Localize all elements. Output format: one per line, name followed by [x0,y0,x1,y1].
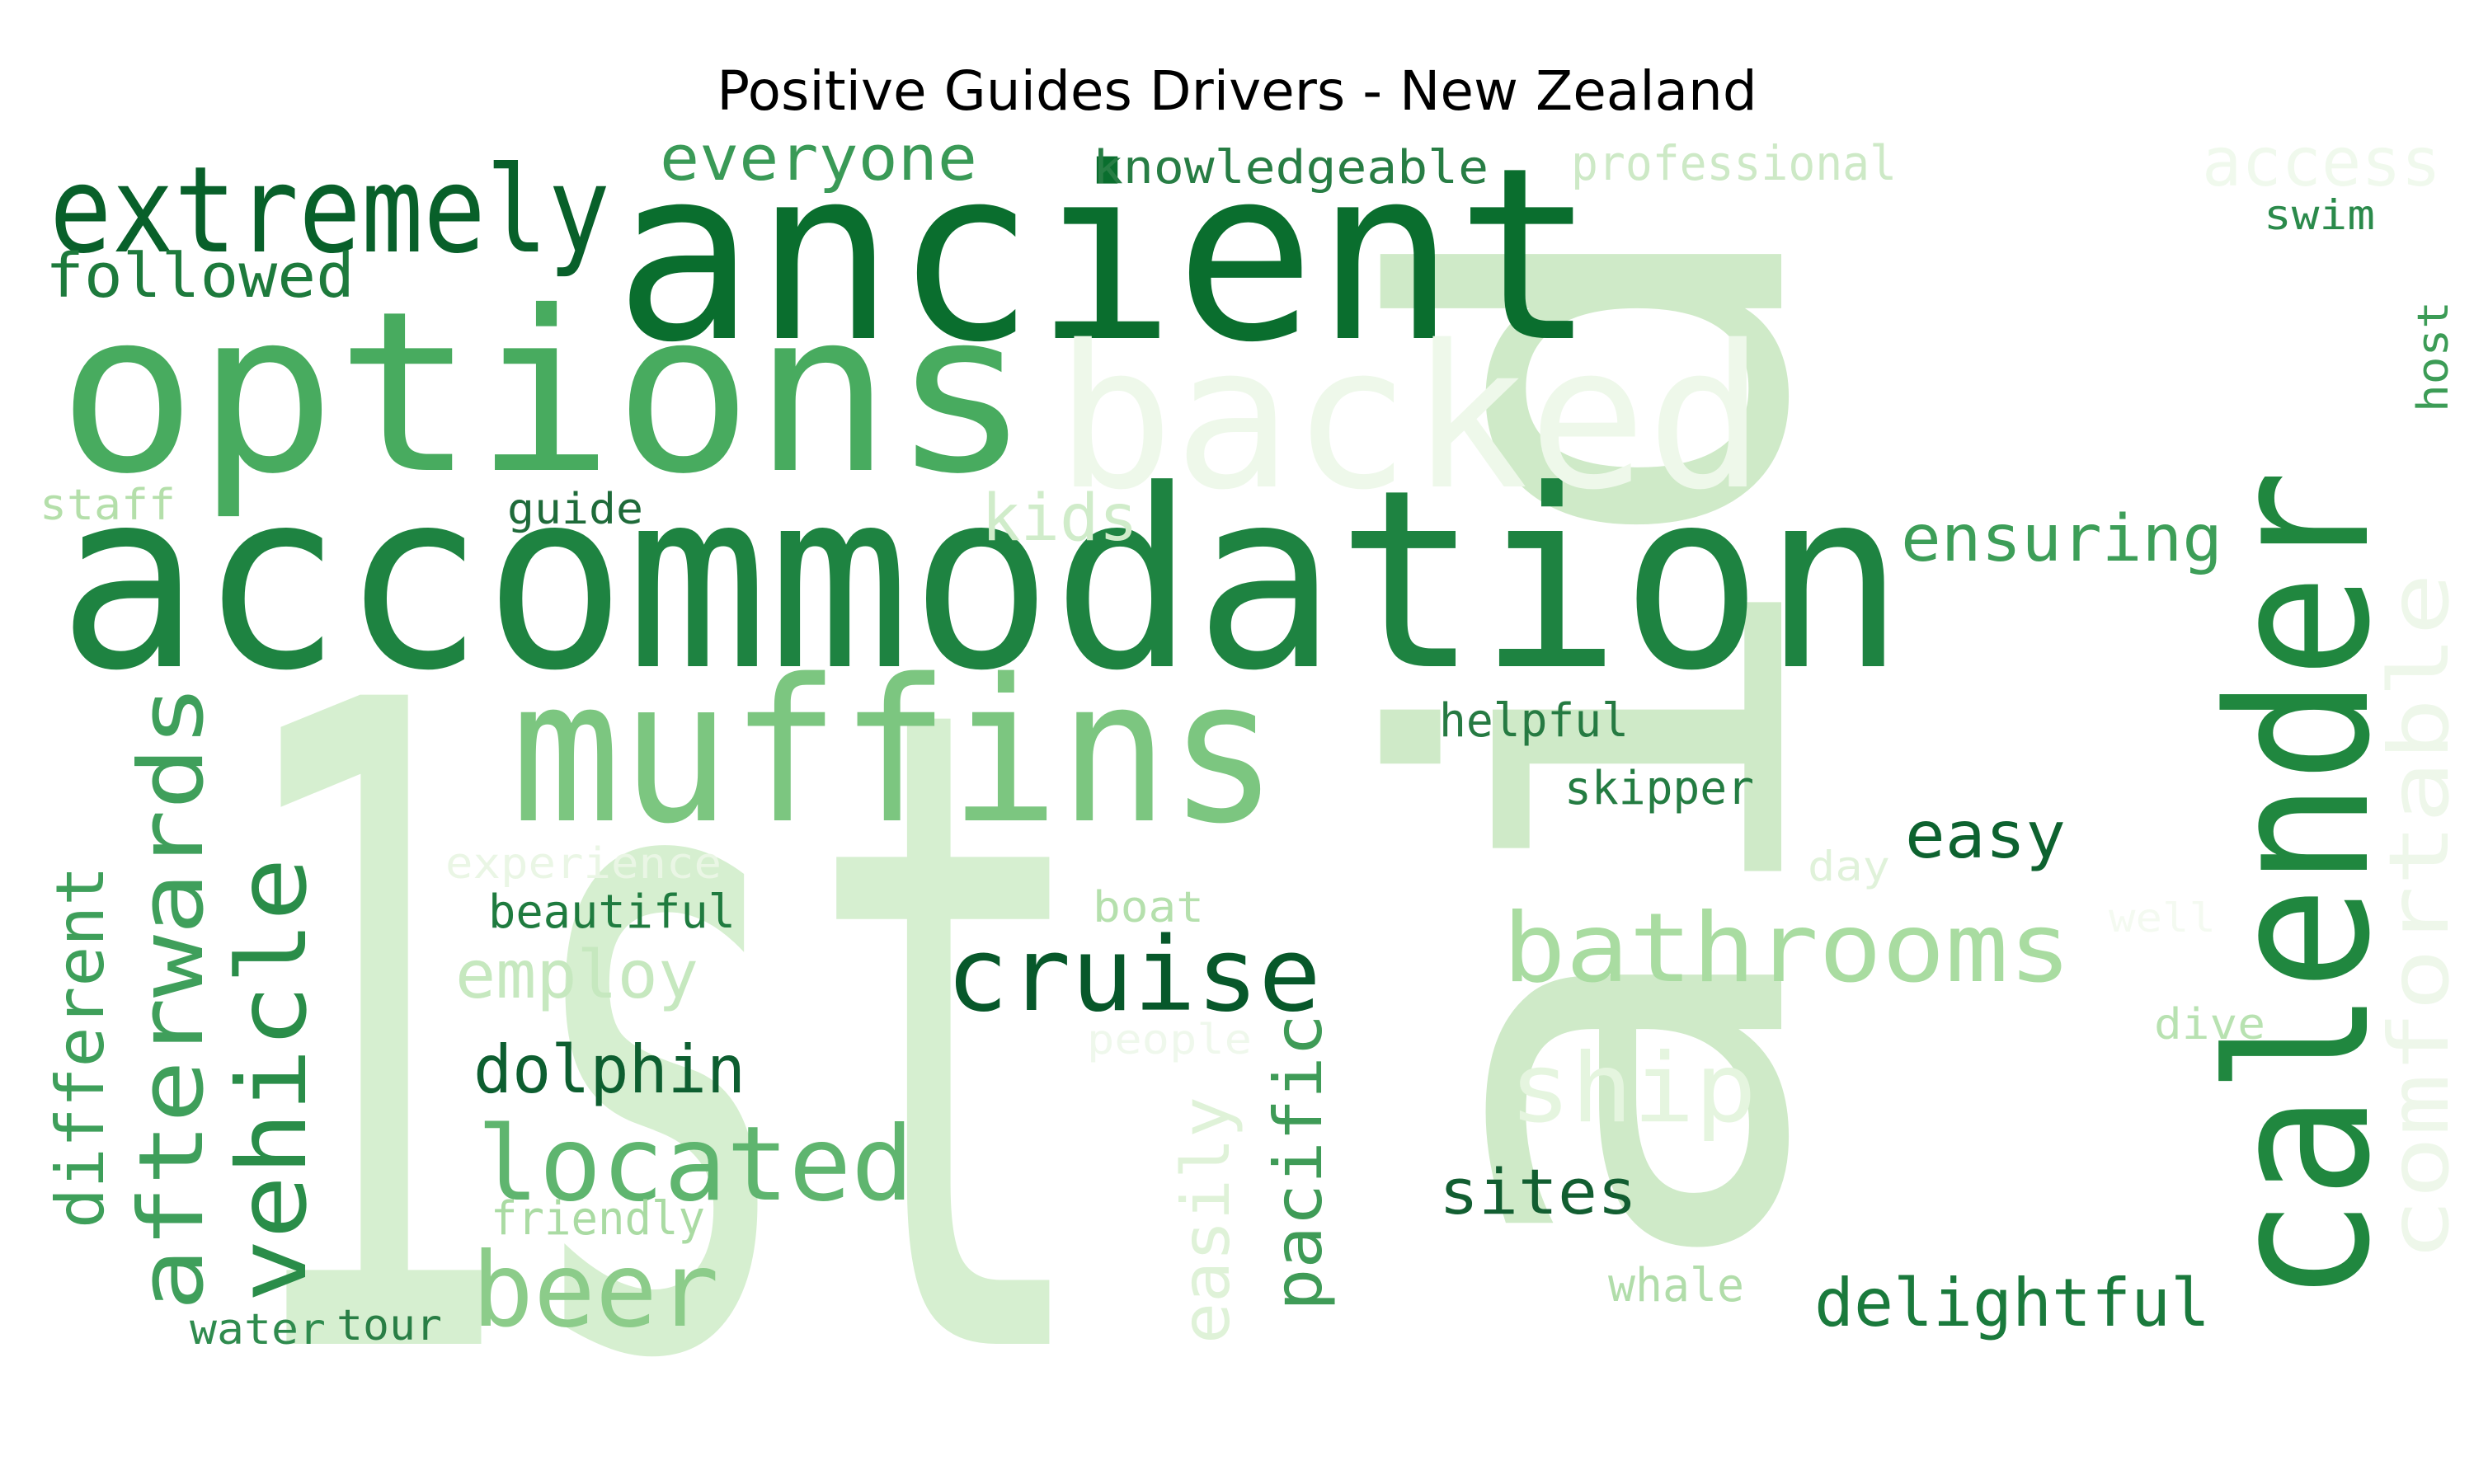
word-easily: easily [1168,1097,1244,1344]
word-people: people [1087,1016,1252,1064]
word-experience: experience [445,839,722,889]
word-muffins: muffins [511,636,1278,867]
word-beer: beer [472,1231,719,1350]
word-kids: kids [981,481,1138,556]
word-bathrooms: bathrooms [1503,893,2072,1004]
word-options: options [58,263,1031,523]
word-afterwards: afterwards [120,684,223,1311]
word-1st: 1st [223,518,1097,1484]
word-employ: employ [455,937,698,1013]
word-access: access [2202,124,2441,202]
word-calender: calender [2188,470,2413,1303]
word-host: host [2409,301,2458,412]
word-dolphin: dolphin [473,1031,745,1108]
word-comfortable: comfortable [2371,573,2467,1261]
word-accommodation: accommodation [58,437,1905,725]
word-well: well [2109,895,2216,942]
word-water: water [190,1305,326,1355]
word-ensuring: ensuring [1901,502,2222,576]
word-friendly: friendly [491,1192,705,1246]
word-easy: easy [1905,799,2066,873]
word-followed: followed [45,241,355,312]
word-located: located [477,1105,914,1224]
word-extremely: extremely [49,141,610,280]
chart-title: Positive Guides Drivers - New Zealand [717,59,1757,123]
word-different: different [42,866,119,1228]
word-ancient: ancient [614,117,1596,395]
word-day: day [1808,843,1890,890]
word-knowledgeable: knowledgeable [1093,141,1489,195]
word-beautiful: beautiful [488,885,736,939]
word-sites: sites [1439,1155,1637,1228]
word-cruise: cruise [946,916,1321,1035]
word-whale: whale [1608,1259,1744,1313]
word-helpful: helpful [1439,694,1629,748]
word-skipper: skipper [1564,762,1754,815]
word-swim: swim [2264,191,2375,239]
word-vehicle: vehicle [217,857,328,1303]
word-pacific: pacific [1260,1014,1337,1311]
word-tour: tour [336,1301,442,1350]
word-guide: guide [507,485,643,534]
word-staff: staff [40,481,176,530]
word-professional: professional [1571,135,1897,191]
word-backed: backed [1056,303,1765,533]
word-ship: ship [1509,1033,1757,1144]
word-everyone: everyone [660,121,977,195]
word-boat: boat [1093,883,1204,932]
word-dive: dive [2154,1000,2265,1050]
word-delightful: delightful [1814,1265,2210,1341]
word-aid: aid [1291,198,1906,1286]
